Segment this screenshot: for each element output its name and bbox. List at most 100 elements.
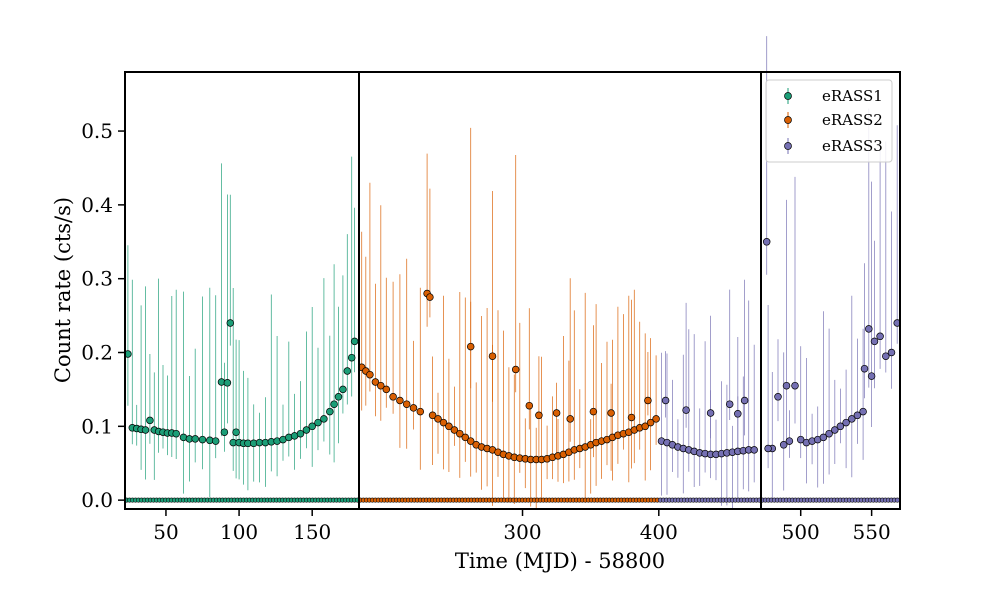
data-point-erass2 <box>366 370 374 379</box>
data-point-erass1 <box>146 416 154 425</box>
data-point-erass3 <box>725 400 734 408</box>
legend-entry-erass2: eRASS2 <box>784 111 883 129</box>
data-point-erass1 <box>232 428 240 436</box>
data-point-erass3 <box>870 337 879 346</box>
data-point-erass3 <box>774 393 782 401</box>
data-point-erass3 <box>825 429 833 438</box>
data-point-erass2 <box>525 401 534 410</box>
data-point-erass1 <box>343 367 352 375</box>
data-point-erass3 <box>706 409 715 417</box>
x-tick-label: 400 <box>640 520 678 544</box>
y-axis-label: Count rate (cts/s) <box>51 197 75 383</box>
panel-frames-layer <box>124 71 901 510</box>
x-tick-label: 100 <box>220 520 258 544</box>
legend-label-erass1: eRASS1 <box>822 87 883 105</box>
data-point-erass3 <box>836 422 845 431</box>
data-point-erass1 <box>320 415 328 423</box>
data-point-erass3 <box>867 372 876 380</box>
data-point-erass2 <box>416 407 425 416</box>
legend-marker-erass3 <box>784 142 792 150</box>
axis-ticks-layer: 50 100 150 300 400 500 550 0.0 0.1 0.2 0.3 0.4 0.5 <box>81 119 891 544</box>
data-point-erass2 <box>382 385 391 394</box>
data-point-erass2 <box>426 293 434 301</box>
data-point-erass3 <box>750 446 758 454</box>
data-point-erass3 <box>848 415 856 423</box>
data-point-erass3 <box>860 364 869 373</box>
data-point-erass3 <box>791 381 799 390</box>
data-point-erass2 <box>389 393 397 401</box>
data-point-erass2 <box>456 429 464 438</box>
data-point-erass2 <box>371 378 380 386</box>
legend-box <box>765 79 893 163</box>
data-point-erass2 <box>535 411 543 420</box>
data-point-erass1 <box>226 319 235 327</box>
data-point-erass2 <box>439 418 448 427</box>
data-point-erass3 <box>859 407 867 416</box>
data-point-erass3 <box>661 396 670 405</box>
data-point-erass3 <box>831 426 839 434</box>
data-point-erass2 <box>377 381 385 390</box>
data-point-erass2 <box>607 409 615 417</box>
data-point-erass2 <box>552 409 561 417</box>
data-point-erass2 <box>589 407 598 416</box>
legend-marker-erass1 <box>784 92 792 100</box>
legend-entry-erass1: eRASS1 <box>784 87 883 105</box>
y-tick-label: 0.0 <box>81 488 113 512</box>
data-point-erass3 <box>796 435 805 444</box>
data-point-erass3 <box>876 332 884 341</box>
data-point-erass3 <box>887 348 896 357</box>
data-point-erass1 <box>350 337 359 346</box>
legend-label-erass3: eRASS3 <box>822 137 883 155</box>
data-point-erass1 <box>141 426 150 434</box>
data-point-erass2 <box>428 411 437 420</box>
data-point-erass3 <box>734 410 742 418</box>
data-point-erass2 <box>445 422 453 431</box>
data-point-erass3 <box>865 325 873 333</box>
data-point-erass2 <box>488 352 497 360</box>
data-point-erass2 <box>641 422 649 431</box>
x-tick-label: 500 <box>782 520 820 544</box>
data-point-erass2 <box>409 404 418 412</box>
data-point-erass1 <box>302 426 311 434</box>
data-point-erass1 <box>314 418 322 427</box>
data-point-erass2 <box>511 365 520 374</box>
data-point-erass1 <box>198 435 207 444</box>
data-point-erass3 <box>764 444 772 453</box>
data-point-erass2 <box>396 396 404 405</box>
data-point-erass3 <box>782 381 791 390</box>
y-tick-label: 0.3 <box>81 267 113 291</box>
data-point-erass2 <box>450 426 459 434</box>
legend: eRASS1 eRASS2 eRASS3 <box>765 79 893 163</box>
data-point-erass3 <box>853 411 862 420</box>
data-point-erass2 <box>402 400 411 408</box>
data-point-erass1 <box>191 435 199 443</box>
data-point-erass1 <box>326 407 334 416</box>
panel-frame-3 <box>760 71 901 510</box>
x-tick-label: 50 <box>153 520 178 544</box>
data-point-erass2 <box>461 433 470 442</box>
data-point-erass3 <box>779 441 788 449</box>
data-point-erass2 <box>566 415 574 423</box>
data-point-erass1 <box>347 353 356 362</box>
data-point-erass1 <box>308 422 316 431</box>
data-point-erass1 <box>211 437 220 445</box>
data-point-erass1 <box>220 428 229 436</box>
data-points-layer <box>124 238 901 503</box>
legend-entry-erass3: eRASS3 <box>784 137 883 155</box>
data-point-erass2 <box>434 415 442 423</box>
y-tick-label: 0.4 <box>81 193 113 217</box>
data-point-erass3 <box>740 396 749 405</box>
data-point-erass3 <box>785 437 794 445</box>
data-point-erass2 <box>466 342 475 351</box>
legend-label-erass2: eRASS2 <box>822 111 883 129</box>
data-point-erass2 <box>466 437 475 445</box>
data-point-erass1 <box>172 429 180 438</box>
x-axis-label: Time (MJD) - 58800 <box>455 549 665 573</box>
legend-marker-erass2 <box>784 116 792 124</box>
y-tick-label: 0.2 <box>81 341 113 365</box>
data-point-erass1 <box>223 379 232 387</box>
data-point-erass1 <box>296 429 305 438</box>
panel-frame-2 <box>358 71 762 510</box>
data-point-erass1 <box>339 385 347 394</box>
